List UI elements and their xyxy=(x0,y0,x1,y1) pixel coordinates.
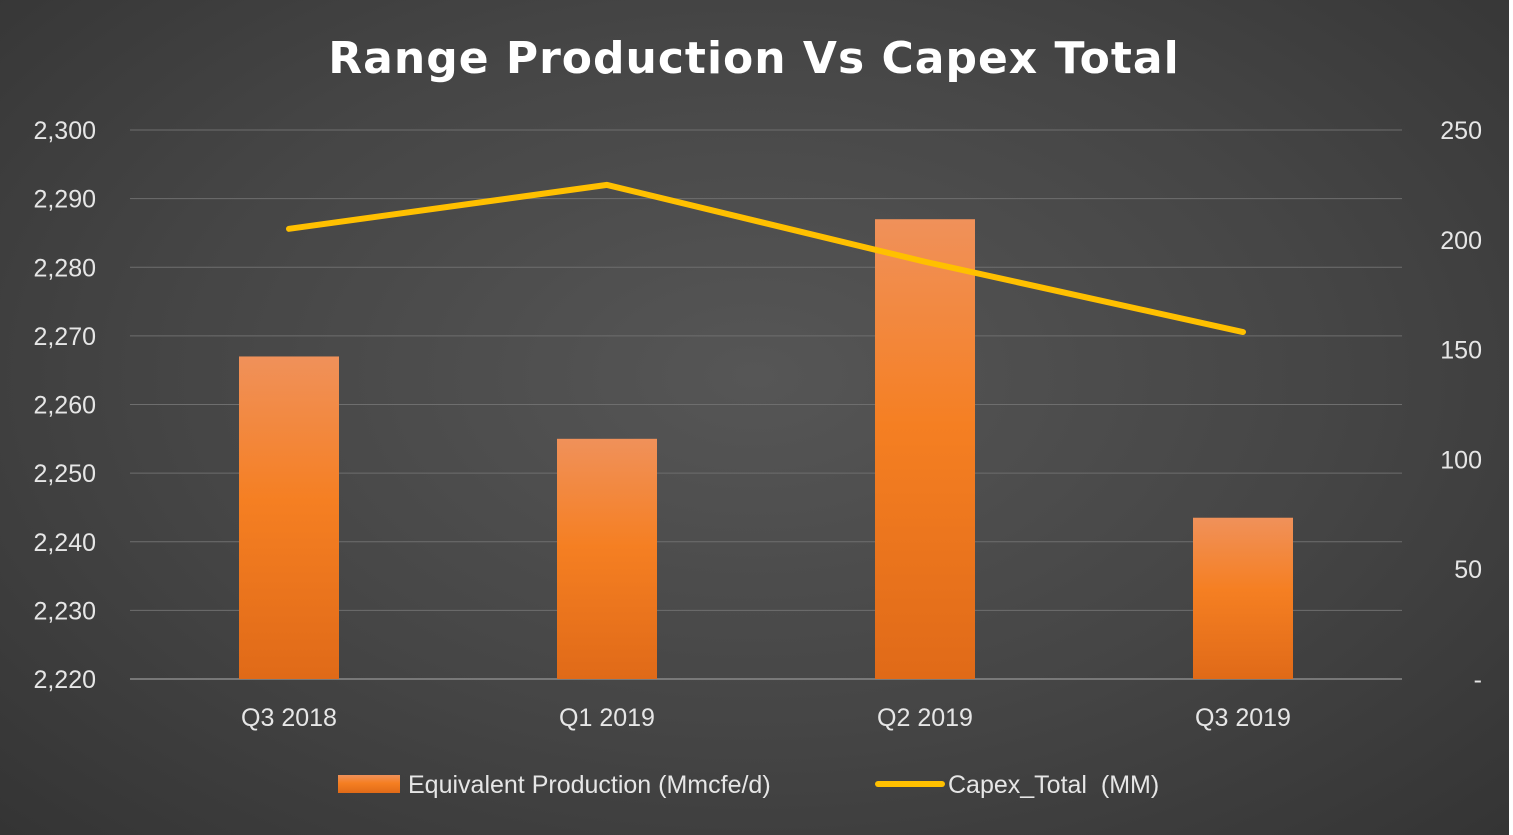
capex-line xyxy=(286,181,1246,336)
production-bar xyxy=(557,438,657,679)
production-bar xyxy=(239,356,339,679)
left-tick-label: 2,250 xyxy=(33,460,96,488)
right-tick-label: 250 xyxy=(1440,117,1482,145)
legend-line-label: Capex_Total (MM) xyxy=(948,771,1159,799)
left-tick-label: 2,280 xyxy=(33,254,96,282)
legend-bar-swatch xyxy=(338,775,400,793)
right-axis: - 50 100 150 200 250 xyxy=(1440,117,1482,694)
production-bar xyxy=(875,219,975,679)
capex-series-line xyxy=(286,181,1246,336)
legend-bar-label: Equivalent Production (Mmcfe/d) xyxy=(408,771,771,799)
left-axis: 2,220 2,230 2,240 2,250 2,260 2,270 2,280 2,290… xyxy=(33,117,96,694)
left-tick-label: 2,240 xyxy=(33,529,96,557)
right-tick-label: 100 xyxy=(1440,446,1482,474)
bars xyxy=(239,219,1293,679)
x-tick-label: Q3 2019 xyxy=(1195,704,1291,732)
left-tick-label: 2,230 xyxy=(33,597,96,625)
left-tick-label: 2,300 xyxy=(33,117,96,145)
left-tick-label: 2,260 xyxy=(33,392,96,420)
production-bar xyxy=(1193,517,1293,679)
left-tick-label: 2,220 xyxy=(33,666,96,694)
right-tick-label: 50 xyxy=(1454,556,1482,584)
x-tick-label: Q1 2019 xyxy=(559,704,655,732)
right-tick-label: 150 xyxy=(1440,337,1482,365)
x-axis: Q3 2018 Q1 2019 Q2 2019 Q3 2019 xyxy=(241,704,1291,732)
right-tick-label: - xyxy=(1474,666,1482,694)
chart-title: Range Production Vs Capex Total xyxy=(328,33,1179,84)
legend: Equivalent Production (Mmcfe/d) Capex_To… xyxy=(338,771,1159,799)
left-tick-label: 2,290 xyxy=(33,186,96,214)
x-tick-label: Q3 2018 xyxy=(241,704,337,732)
x-tick-label: Q2 2019 xyxy=(877,704,973,732)
gridlines xyxy=(130,129,1402,680)
left-tick-label: 2,270 xyxy=(33,323,96,351)
right-tick-label: 200 xyxy=(1440,227,1482,255)
